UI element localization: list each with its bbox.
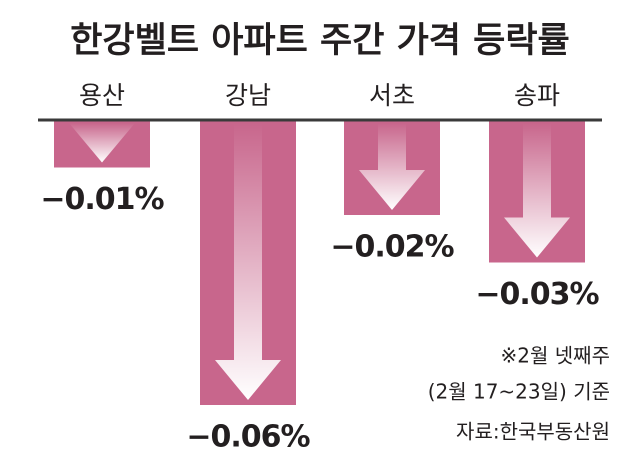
arrow: [359, 123, 425, 210]
value-label: −0.06%: [186, 420, 310, 455]
plot-area: [54, 120, 585, 405]
category-label: 용산: [79, 81, 125, 110]
category-label: 서초: [369, 81, 415, 110]
value-label: −0.03%: [475, 277, 599, 312]
source-note: 자료:한국부동산원: [456, 420, 610, 444]
arrow: [504, 123, 570, 258]
arrow: [215, 123, 281, 400]
arrow: [69, 123, 135, 163]
category-label: 강남: [225, 81, 271, 110]
source-note: ※2월 넷째주: [501, 344, 610, 368]
category-label: 송파: [514, 81, 560, 110]
source-note: (2월 17~23일) 기준: [428, 380, 610, 404]
chart-title: 한강벨트 아파트 주간 가격 등락률: [70, 21, 570, 61]
value-label: −0.02%: [330, 230, 454, 265]
value-label: −0.01%: [40, 182, 164, 217]
